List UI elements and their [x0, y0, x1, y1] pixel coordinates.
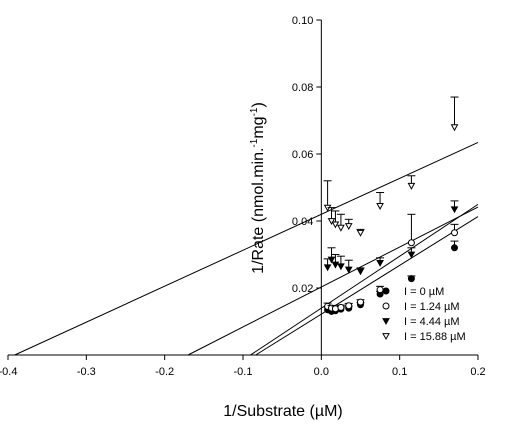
data-point	[323, 264, 332, 272]
legend-marker	[382, 287, 390, 295]
x-tick-label: 0.1	[392, 366, 407, 378]
data-point	[407, 239, 415, 247]
y-tick-label: 0.06	[292, 149, 313, 161]
legend-label: I = 4.44 µM	[404, 316, 460, 328]
data-point	[327, 256, 336, 264]
data-point	[331, 221, 340, 229]
data-point	[407, 275, 415, 283]
data-point	[357, 298, 364, 306]
data-point	[344, 266, 353, 274]
x-tick-label: -0.1	[234, 366, 253, 378]
data-point	[407, 251, 416, 259]
y-axis-title-sup2: -1	[249, 107, 260, 116]
data-point	[345, 302, 353, 310]
data-point	[376, 203, 384, 210]
x-axis-title: 1/Substrate (µM)	[223, 403, 342, 420]
axes: -0.4 -0.3 -0.2 -0.1 0.0 0.1 0.20.020.040.060.0…	[0, 15, 486, 378]
data-point	[451, 229, 458, 237]
data-point	[451, 244, 458, 252]
legend-marker	[382, 318, 390, 326]
fit-line	[255, 216, 479, 356]
data-point	[450, 124, 459, 132]
x-tick-label: 0.2	[470, 366, 485, 378]
data-point	[356, 229, 365, 237]
data-point	[344, 223, 353, 231]
data-point	[337, 263, 345, 271]
legend-marker	[382, 333, 390, 341]
data-point	[337, 224, 345, 232]
data-point	[356, 268, 365, 276]
data-point	[331, 261, 340, 269]
x-tick-label: -0.3	[77, 366, 96, 378]
fit-line	[14, 141, 479, 356]
fit-line	[250, 203, 479, 356]
data-point	[376, 259, 384, 267]
y-tick-label: 0.10	[292, 15, 313, 27]
data-point	[450, 206, 459, 214]
fit-lines	[14, 141, 479, 356]
legend: I = 0 µM I = 1.24 µM I = 4.44 µM I = 15.88 …	[382, 286, 466, 343]
x-tick-label: -0.2	[155, 366, 174, 378]
data-point	[327, 218, 336, 226]
y-axis-title-mid: mg	[250, 116, 267, 138]
data-points	[323, 96, 459, 315]
y-axis-title-main: 1/Rate (nmol.min.	[250, 148, 267, 274]
data-point	[337, 303, 345, 311]
x-tick-label: 0.0	[314, 366, 329, 378]
fit-line	[187, 206, 479, 356]
legend-label: I = 1.24 µM	[404, 301, 460, 313]
data-point	[376, 286, 384, 294]
x-tick-label: -0.4	[0, 366, 17, 378]
legend-label: I = 15.88 µM	[404, 331, 466, 343]
y-tick-label: 0.02	[292, 283, 313, 295]
y-axis-title: 1/Rate (nmol.min.-1mg-1)	[249, 102, 267, 274]
legend-label: I = 0 µM	[404, 286, 444, 298]
data-point	[407, 182, 416, 190]
y-tick-label: 0.08	[292, 82, 313, 94]
legend-marker	[382, 302, 390, 310]
y-axis-title-sup1: -1	[249, 138, 260, 147]
y-axis-title-end: )	[250, 102, 267, 107]
